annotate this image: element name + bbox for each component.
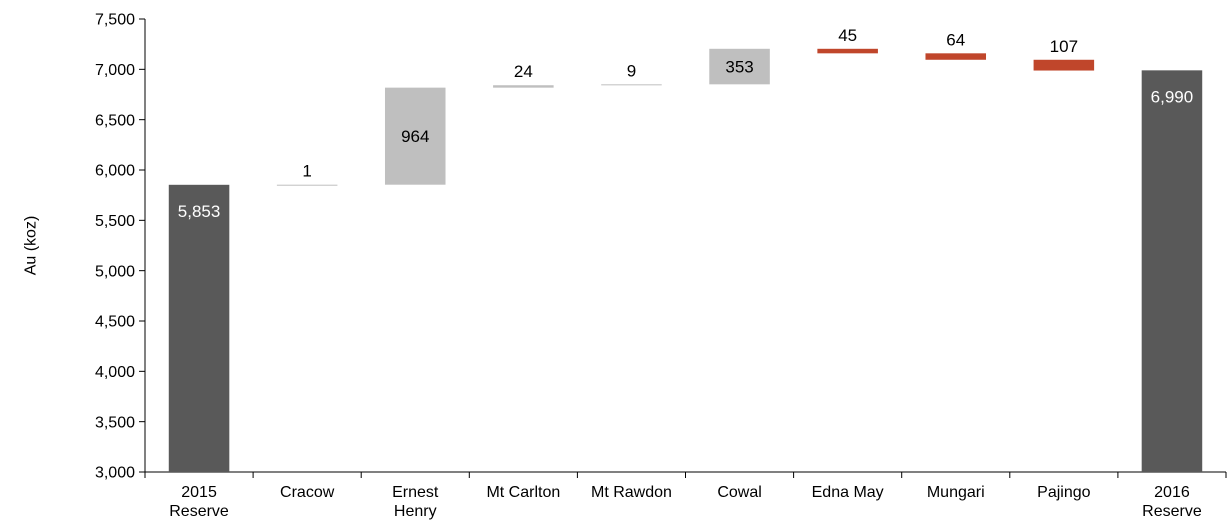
category-label-1: Cracow bbox=[280, 484, 335, 501]
y-tick-label: 6,500 bbox=[95, 112, 135, 129]
bar-7 bbox=[925, 53, 987, 60]
y-tick-label: 3,500 bbox=[95, 414, 135, 431]
category-label-3: Mt Carlton bbox=[486, 484, 560, 501]
bars bbox=[168, 48, 1203, 472]
category-label-7: Mungari bbox=[927, 484, 985, 501]
data-label-4: 9 bbox=[627, 61, 636, 80]
category-label-2: Henry bbox=[394, 503, 437, 520]
data-label-5: 353 bbox=[725, 58, 753, 77]
category-label-8: Pajingo bbox=[1037, 484, 1090, 501]
bar-2 bbox=[384, 87, 446, 185]
data-label-1: 1 bbox=[302, 162, 311, 181]
category-label-5: Cowal bbox=[717, 484, 761, 501]
data-label-6: 45 bbox=[838, 26, 857, 45]
bar-1 bbox=[276, 184, 338, 186]
y-tick-label: 7,500 bbox=[95, 12, 135, 29]
data-label-7: 64 bbox=[946, 30, 965, 49]
y-tick-label: 4,500 bbox=[95, 314, 135, 331]
category-label-6: Edna May bbox=[812, 484, 884, 501]
data-labels: 5,853 1 964 24 9 353 45 64 107 6,990 bbox=[178, 26, 1193, 221]
data-label-0: 5,853 bbox=[178, 202, 221, 221]
bar-8 bbox=[1033, 59, 1095, 71]
category-label-9: Reserve bbox=[1142, 503, 1202, 520]
bar-9 bbox=[1141, 70, 1203, 472]
y-tick-label: 3,000 bbox=[95, 465, 135, 482]
y-tick-label: 4,000 bbox=[95, 364, 135, 381]
data-label-2: 964 bbox=[401, 127, 429, 146]
y-tick-label: 6,000 bbox=[95, 163, 135, 180]
y-tick-label: 7,000 bbox=[95, 62, 135, 79]
category-labels: 2015 Reserve Cracow Ernest Henry Mt Carlton Mt… bbox=[169, 484, 1202, 520]
axes bbox=[144, 19, 1227, 478]
bar-5 bbox=[709, 48, 770, 85]
data-label-3: 24 bbox=[514, 62, 533, 81]
bar-6 bbox=[817, 48, 878, 54]
y-ticks: 3,000 3,500 4,000 4,500 5,000 5,500 6,000 6,500… bbox=[95, 12, 145, 482]
y-tick-label: 5,500 bbox=[95, 213, 135, 230]
category-label-0: Reserve bbox=[169, 503, 229, 520]
data-label-8: 107 bbox=[1050, 37, 1078, 56]
category-label-2: Ernest bbox=[392, 484, 439, 501]
bar-0 bbox=[168, 184, 230, 472]
data-label-9: 6,990 bbox=[1151, 87, 1194, 106]
y-tick-label: 5,000 bbox=[95, 263, 135, 280]
category-label-0: 2015 bbox=[181, 484, 217, 501]
y-axis-title: Au (koz) bbox=[23, 216, 40, 276]
category-label-9: 2016 bbox=[1154, 484, 1190, 501]
bar-3 bbox=[493, 85, 554, 88]
bar-4 bbox=[601, 84, 662, 86]
category-label-4: Mt Rawdon bbox=[591, 484, 672, 501]
